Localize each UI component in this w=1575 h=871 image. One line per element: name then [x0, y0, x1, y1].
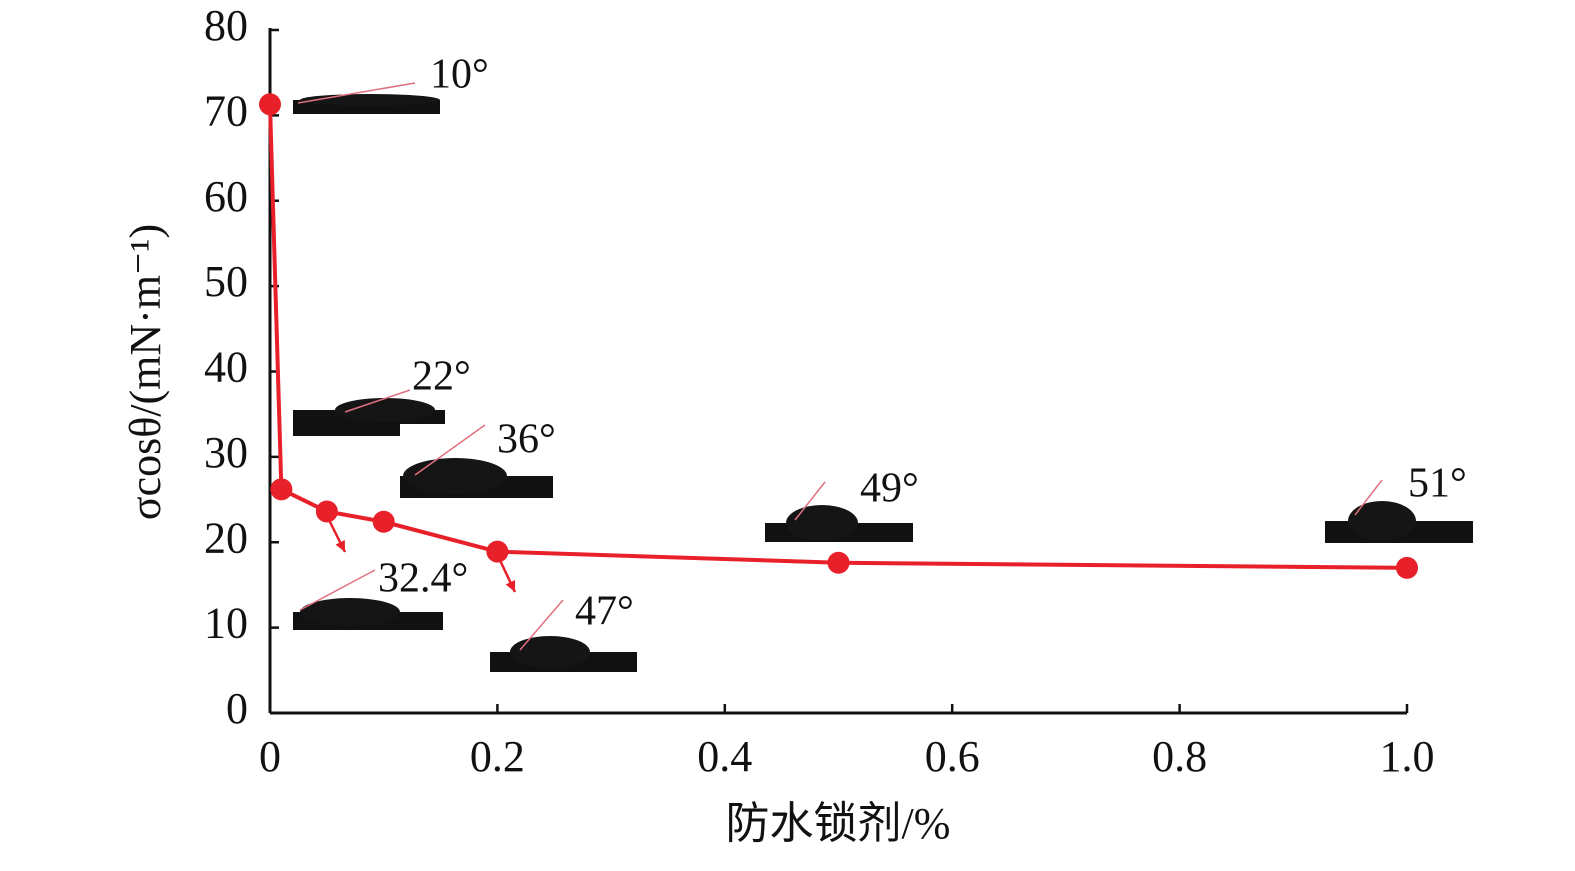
x-tick-label: 0 — [259, 732, 281, 781]
angle-line — [414, 424, 486, 476]
annotation: 36° — [497, 417, 556, 463]
y-tick-label: 10 — [204, 599, 248, 648]
point — [1396, 556, 1418, 579]
point — [486, 540, 509, 563]
point — [827, 551, 850, 574]
angle-line — [297, 82, 416, 104]
x-tick-label: 1.0 — [1380, 732, 1435, 781]
y-tick-label: 70 — [204, 86, 248, 135]
y-tick-label: 80 — [204, 1, 248, 50]
droplet — [786, 505, 858, 541]
y-tick-label: 50 — [204, 257, 248, 306]
annotation: 32.4° — [378, 556, 468, 602]
droplet — [403, 458, 507, 494]
y-tick-label: 30 — [204, 428, 248, 477]
angle-line — [299, 569, 376, 611]
y-tick-label: 0 — [226, 684, 248, 733]
x-tick-label: 0.8 — [1152, 732, 1207, 781]
annotation: 49° — [860, 466, 919, 512]
annotation: 10° — [430, 52, 489, 98]
droplet — [300, 598, 400, 626]
arrow-head — [505, 580, 516, 592]
x-axis-label: 防水锁剂/% — [726, 799, 951, 848]
annotation: 22° — [412, 354, 471, 400]
angle-line — [344, 389, 411, 413]
y-tick-label: 20 — [204, 513, 248, 562]
x-tick-label: 0.2 — [470, 732, 525, 781]
angle-line — [519, 599, 564, 651]
angle-line — [1354, 479, 1383, 516]
x-tick-label: 0.4 — [697, 732, 752, 781]
point — [315, 500, 338, 523]
y-tick-label: 60 — [204, 172, 248, 221]
droplet — [1348, 501, 1416, 541]
point — [372, 510, 395, 533]
arrow-head — [335, 540, 345, 552]
droplet — [335, 398, 435, 422]
line — [268, 104, 1408, 570]
droplet — [300, 94, 440, 106]
x-tick-label: 0.6 — [925, 732, 980, 781]
point — [270, 478, 293, 501]
y-tick-label: 40 — [204, 343, 248, 392]
y-axis-label: σcosθ/(mN·m⁻¹) — [121, 224, 170, 520]
annotation: 47° — [575, 589, 634, 635]
point — [259, 93, 281, 116]
angle-line — [794, 481, 826, 521]
droplet — [510, 636, 590, 668]
annotation: 51° — [1408, 461, 1467, 507]
